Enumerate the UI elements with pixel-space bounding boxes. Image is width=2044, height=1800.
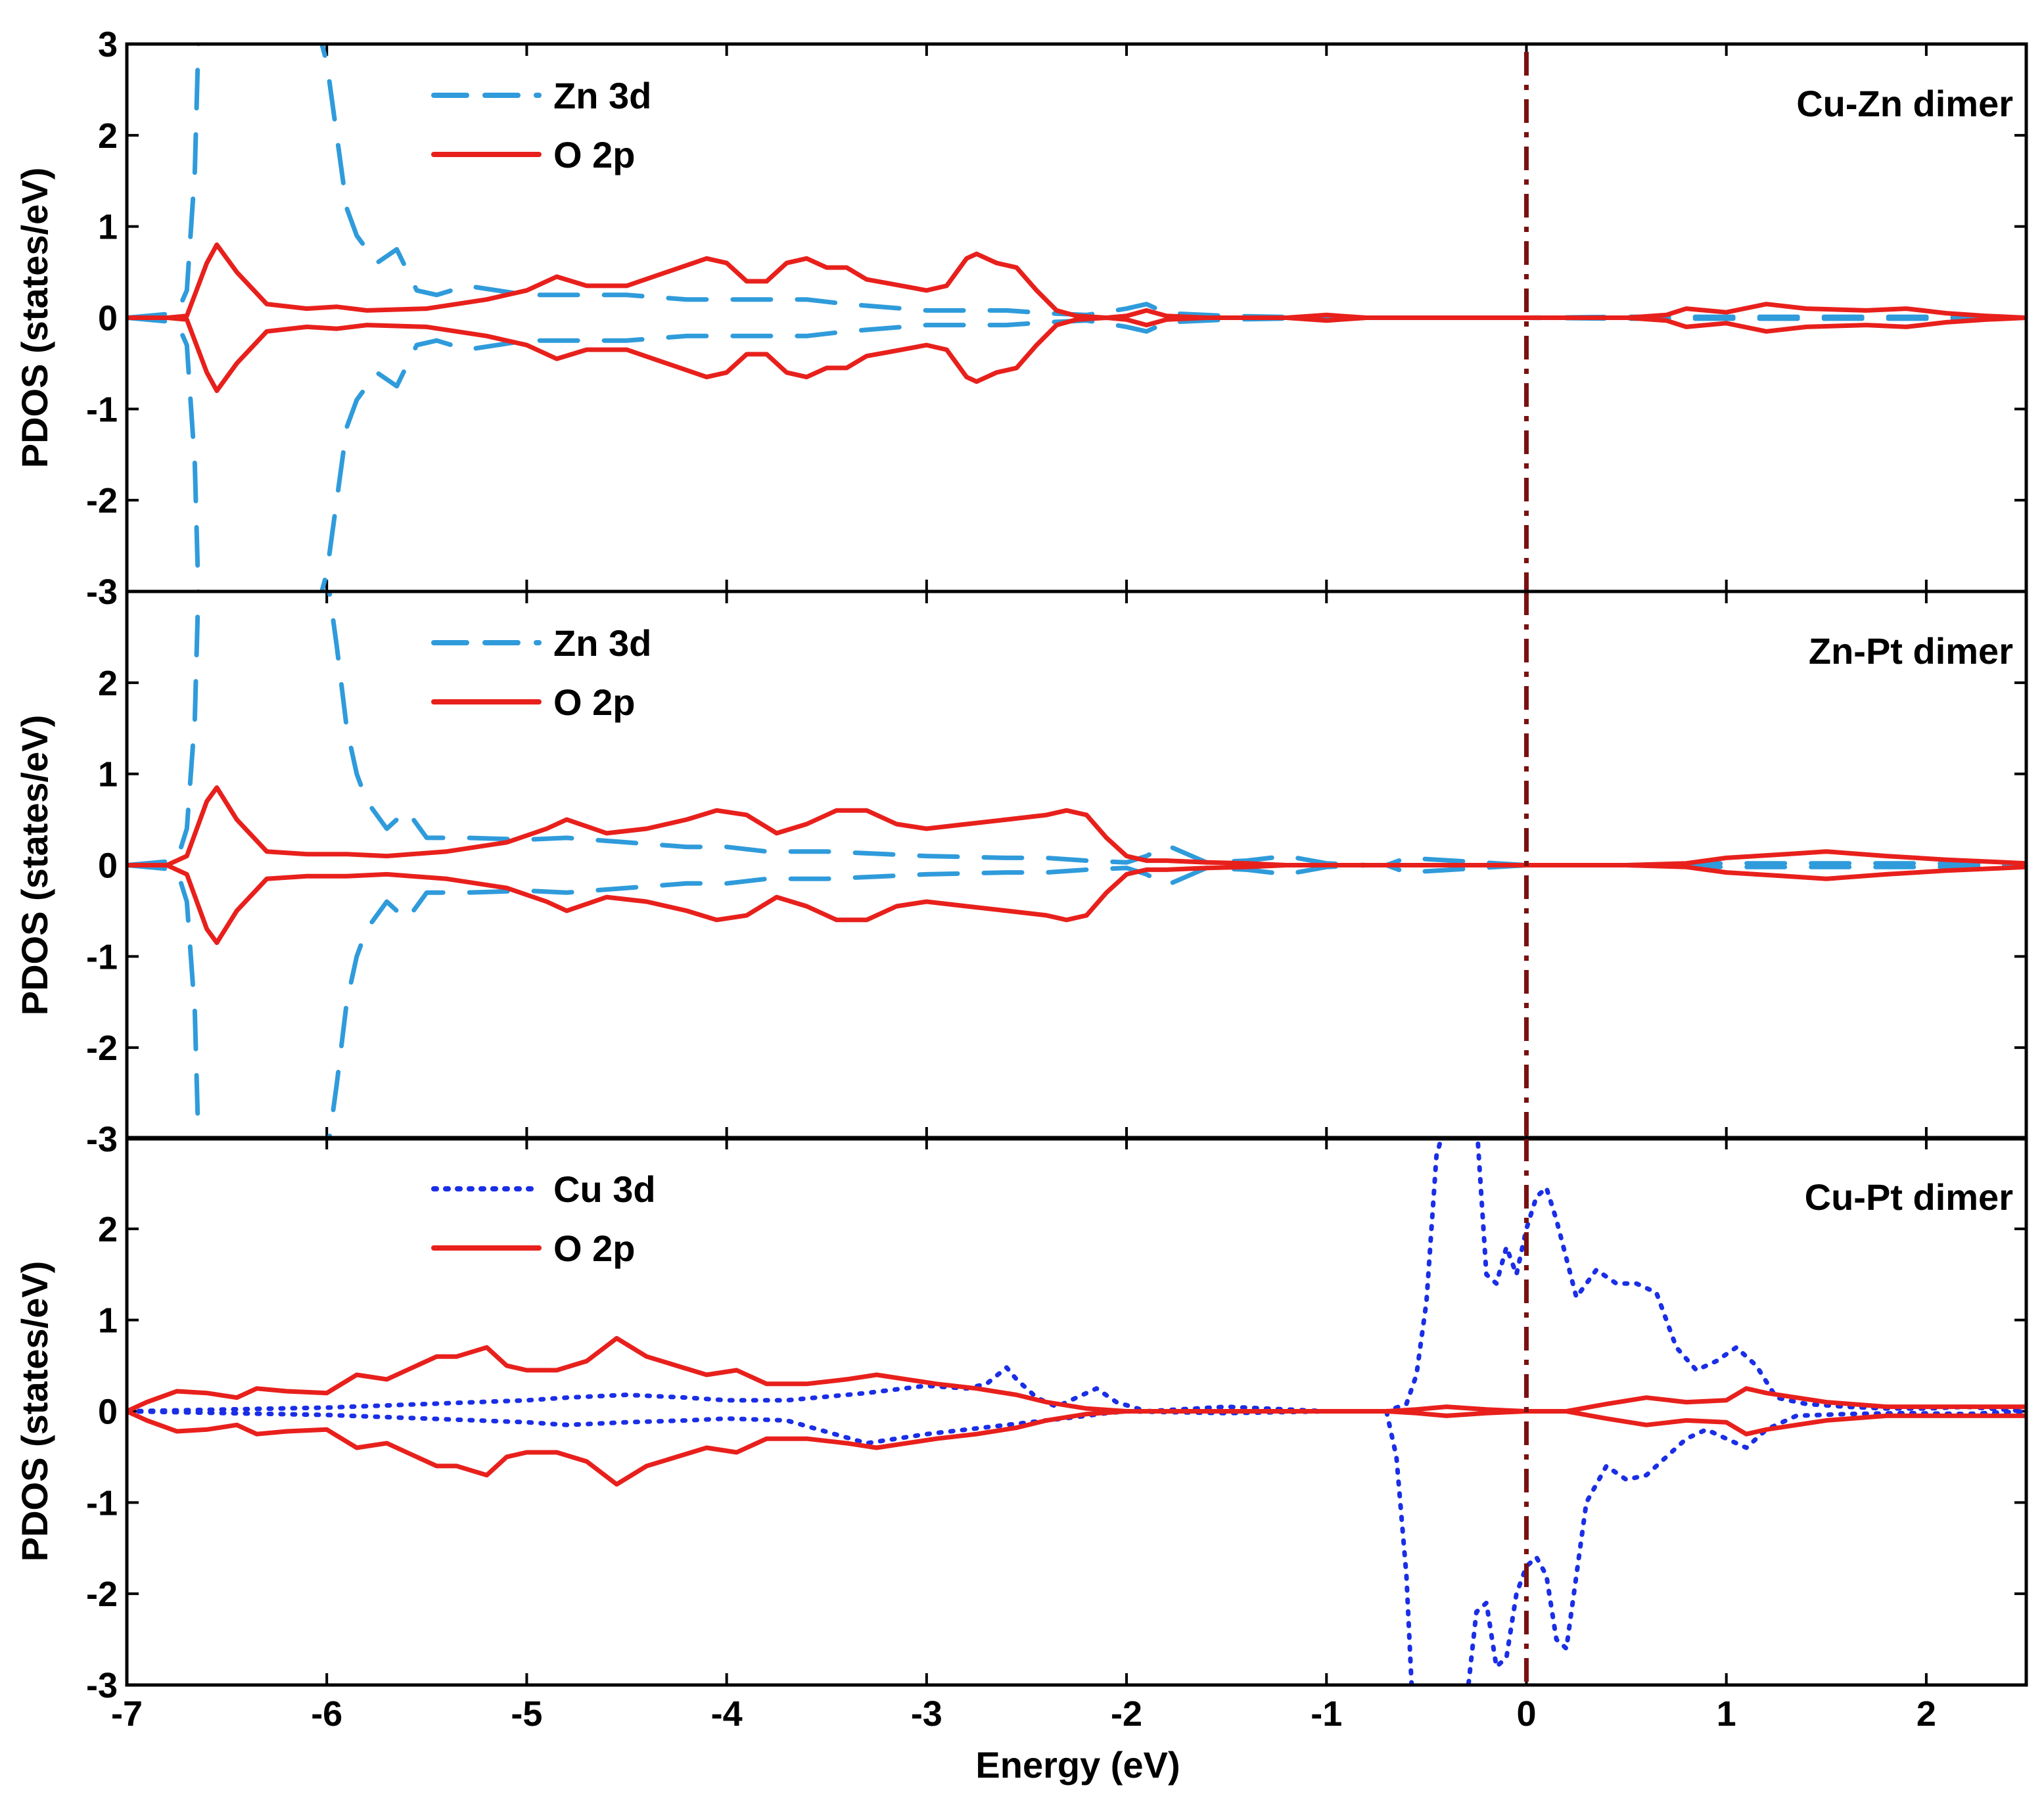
panel-0-plot-area — [127, 44, 2026, 591]
x-tick-label: -2 — [1111, 1694, 1142, 1734]
y-tick-label: 2 — [98, 1210, 118, 1249]
y-tick-label: 1 — [98, 1301, 118, 1341]
panel-2: -3 -2 -1 0 1 2 -7 -6 -5 -4 -3 -2 -1 0 1 2 Cu-Pt dimer Cu … — [14, 1136, 2028, 1734]
y-tick-label: -3 — [86, 1120, 118, 1159]
series-o-2p-up — [127, 242, 2026, 320]
x-tick-label: 1 — [1717, 1694, 1736, 1734]
y-axis-label: PDOS (states/eV) — [14, 1261, 55, 1562]
y-tick-label: -2 — [86, 1575, 118, 1614]
y-tick-label: -2 — [86, 1028, 118, 1068]
y-tick-label: -1 — [86, 1483, 118, 1523]
series-o-2p-up — [127, 785, 2026, 867]
panel-frame — [125, 1136, 2028, 1687]
legend-label: O 2p — [553, 1228, 635, 1269]
x-tick-label: -6 — [311, 1694, 342, 1734]
series-o-2p-down — [127, 315, 2026, 394]
series-zn-3d-down — [127, 315, 2026, 591]
x-axis-label: Energy (eV) — [975, 1744, 1180, 1786]
panel-title: Zn-Pt dimer — [1809, 630, 2013, 672]
panel-1-plot-area — [127, 591, 2026, 1139]
y-tick-label: -1 — [86, 390, 118, 429]
x-tick-label: -5 — [511, 1694, 542, 1734]
y-tick-label: 0 — [98, 846, 118, 886]
series-o-2p-down — [127, 1409, 2026, 1487]
legend-label: O 2p — [553, 681, 635, 723]
panel-title: Cu-Pt dimer — [1805, 1176, 2013, 1218]
legend-label: Cu 3d — [553, 1168, 656, 1210]
y-tick-label: -3 — [86, 1666, 118, 1705]
y-tick-label: 0 — [98, 299, 118, 338]
y-axis-label: PDOS (states/eV) — [14, 715, 55, 1016]
x-tick-label: -7 — [111, 1694, 143, 1734]
panel-0: -3 -2 -1 0 1 2 3 Cu-Zn dimer Zn 3d O 2p PDOS (stat… — [14, 25, 2028, 612]
series-zn-3d-up — [127, 591, 2026, 867]
panel-2-plot-area — [127, 1138, 2026, 1685]
x-tick-label: 2 — [1916, 1694, 1936, 1734]
y-tick-label: 0 — [98, 1393, 118, 1432]
y-tick-label: -1 — [86, 937, 118, 977]
panel-title: Cu-Zn dimer — [1796, 83, 2013, 124]
y-tick-label: 2 — [98, 664, 118, 703]
y-tick-label: 1 — [98, 208, 118, 247]
x-tick-label: -1 — [1311, 1694, 1342, 1734]
x-tick-label: -3 — [911, 1694, 942, 1734]
series-o-2p-up — [127, 1335, 2026, 1414]
y-tick-label: -3 — [86, 572, 118, 612]
series-o-2p-down — [127, 863, 2026, 945]
x-tick-label: -4 — [711, 1694, 743, 1734]
y-tick-label: 3 — [98, 25, 118, 64]
y-tick-label: 1 — [98, 755, 118, 795]
legend-label: O 2p — [553, 134, 635, 175]
y-axis-label: PDOS (states/eV) — [14, 168, 55, 469]
legend-label: Zn 3d — [553, 622, 651, 664]
y-tick-label: 2 — [98, 116, 118, 156]
series-zn-3d-down — [127, 863, 2026, 1139]
y-tick-label: -2 — [86, 481, 118, 520]
legend-label: Zn 3d — [553, 75, 651, 116]
series-cu-3d-spin-up--up — [127, 1138, 2026, 1414]
series-zn-3d-up — [127, 44, 2026, 320]
series-cu-3d-spin-down--up — [127, 1409, 2026, 1685]
panel-frame — [125, 589, 2028, 1141]
panel-1: -3 -2 -1 0 1 2 Zn-Pt dimer Zn 3d O 2p PDOS (state… — [14, 589, 2028, 1159]
x-tick-label: 0 — [1516, 1694, 1536, 1734]
